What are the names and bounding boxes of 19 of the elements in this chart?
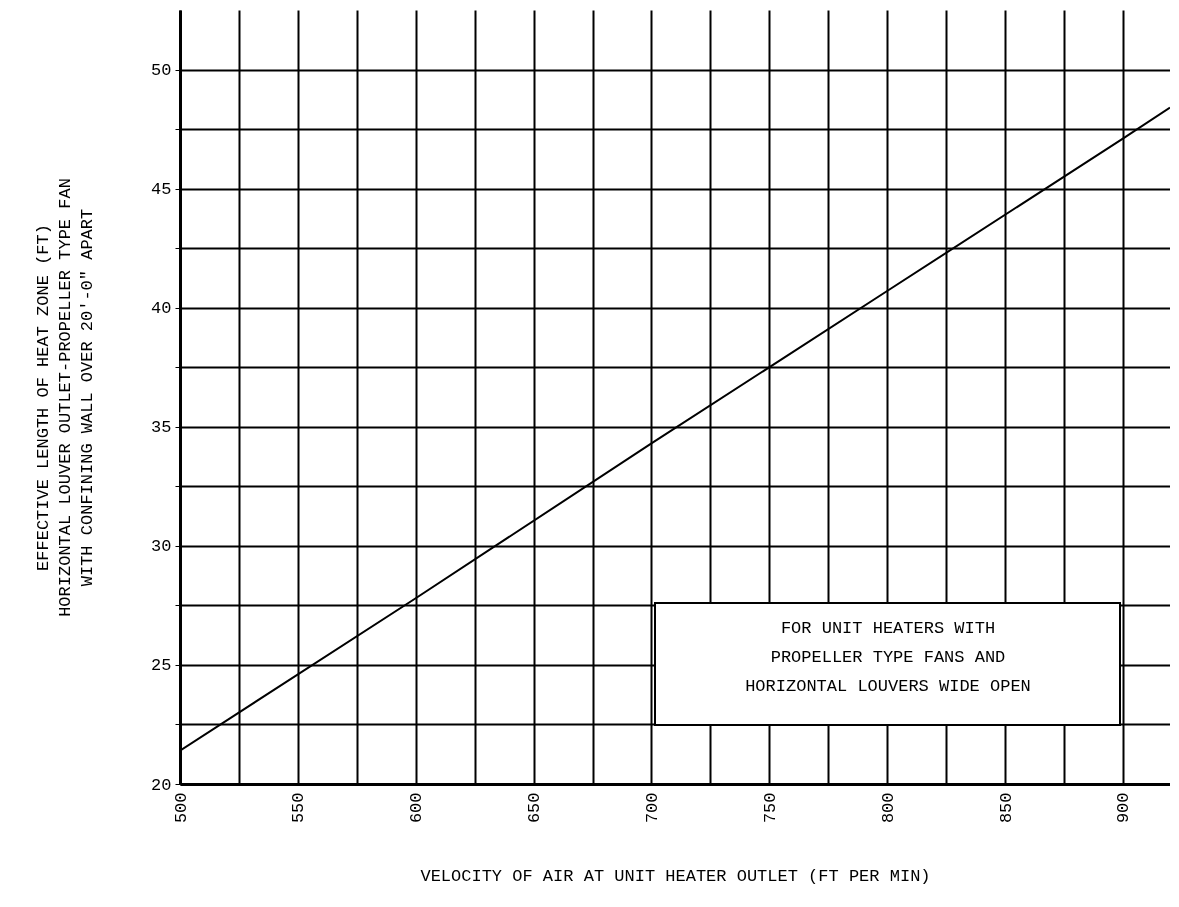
x-tick-label: 850 — [996, 792, 1016, 824]
x-tick-label: 500 — [171, 792, 191, 824]
y-tick-label: 45 — [151, 180, 172, 200]
x-tick-label: 700 — [642, 792, 662, 824]
annotation: FOR UNIT HEATERS WITH PROPELLER TYPE FANS AND HORIZONTAL LOUVERS WIDE OPEN — [745, 619, 1031, 696]
y-tick-label: 40 — [151, 299, 172, 319]
y-tick-label: 50 — [151, 61, 172, 81]
y-tick-label: 30 — [151, 537, 172, 557]
x-tick-label: 600 — [407, 792, 427, 824]
x-tick-label: 900 — [1114, 792, 1134, 824]
x-tick-label: 800 — [878, 792, 898, 824]
y-tick-label: 20 — [151, 775, 172, 795]
y-tick-label: 35 — [151, 418, 172, 438]
x-tick-label: 550 — [289, 792, 309, 824]
x-axis-title: VELOCITY OF AIR AT UNIT HEATER OUTLET (FT PER MIN) — [420, 867, 931, 887]
y-axis-title: EFFECTIVE LENGTH OF HEAT ZONE (FT) HORIZONTAL LOUVER OUTLET-PROPELLER TYPE FAN WITH CONFINING WALL OVER 20'-0" APART — [34, 178, 98, 617]
x-tick-label: 650 — [525, 792, 545, 824]
y-tick-label: 25 — [151, 656, 172, 676]
x-tick-label: 750 — [760, 792, 780, 824]
